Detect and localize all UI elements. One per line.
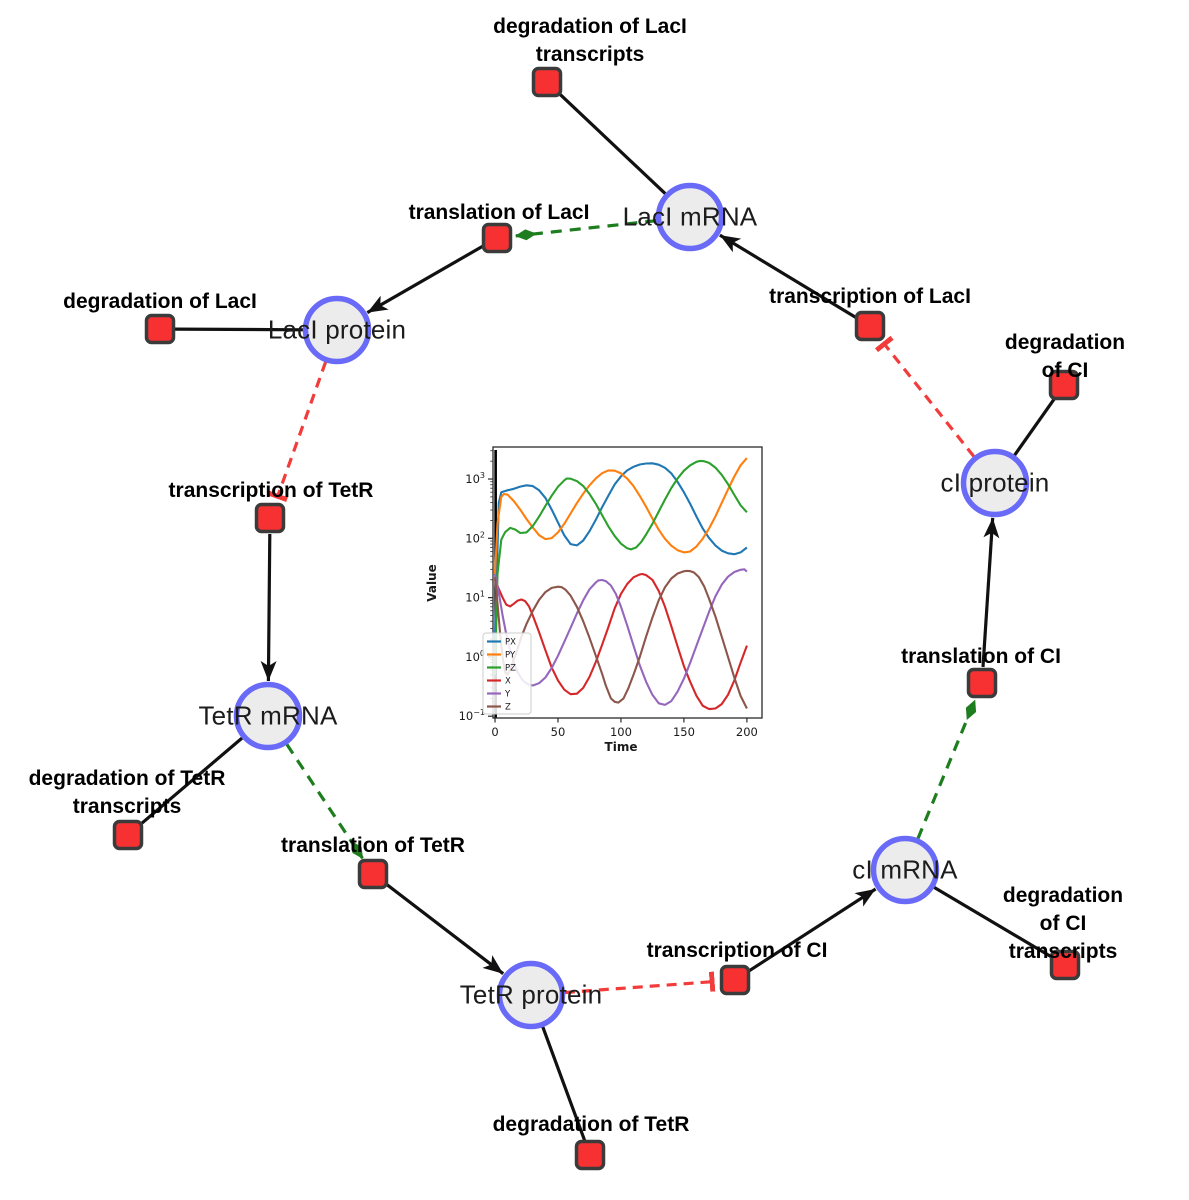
reaction-node-deg-ci[interactable] bbox=[1048, 369, 1080, 401]
y-tick-label: 102 bbox=[465, 530, 485, 545]
species-label-ci-mrna: cI mRNA bbox=[852, 854, 958, 885]
reaction-label-deg-ci: degradation of CI bbox=[1004, 331, 1126, 382]
reaction-node-deg-ci-tx[interactable] bbox=[1049, 949, 1081, 981]
species-label-laci-protein: LacI protein bbox=[267, 314, 407, 345]
edge-tetr-mrna-to-deg-tetr-tx bbox=[138, 736, 244, 827]
plot-frame bbox=[492, 446, 763, 719]
edge-ci-mrna-to-transl-ci bbox=[916, 699, 977, 840]
x-tick-label: 200 bbox=[736, 725, 758, 739]
reaction-node-deg-tetr-tx[interactable] bbox=[112, 819, 144, 851]
series-X bbox=[494, 572, 748, 711]
reaction-label-deg-laci: degradation of LacI bbox=[63, 290, 257, 313]
reaction-label-txn-tetr: transcription of TetR bbox=[168, 479, 374, 502]
species-label-tetr-mrna: TetR mRNA bbox=[198, 700, 338, 731]
species-node-tetr-protein[interactable] bbox=[496, 960, 566, 1030]
y-tick-label: 10−1 bbox=[459, 708, 485, 723]
edge-transl-tetr-to-tetr-protein bbox=[384, 882, 505, 975]
reaction-node-txn-ci[interactable] bbox=[719, 964, 751, 996]
y-tick-label: 103 bbox=[465, 471, 485, 486]
edge-txn-laci-to-laci-mrna bbox=[719, 233, 858, 320]
edge-ci-protein-to-deg-ci bbox=[1013, 396, 1057, 457]
reaction-node-txn-laci[interactable] bbox=[854, 310, 886, 342]
legend-label-Z: Z bbox=[505, 703, 511, 713]
reaction-label-txn-laci: transcription of LacI bbox=[769, 285, 971, 308]
reaction-label-txn-ci: transcription of CI bbox=[646, 939, 828, 962]
x-tick-label: 0 bbox=[491, 725, 498, 739]
reaction-label-deg-ci-tx: degradation of CI transcripts bbox=[1002, 884, 1124, 963]
y-tick-label: 100 bbox=[465, 649, 485, 664]
edge-transl-ci-to-ci-protein bbox=[981, 517, 1000, 668]
reaction-node-deg-tetr[interactable] bbox=[574, 1139, 606, 1171]
edge-laci-mrna-to-deg-laci-tx bbox=[556, 91, 667, 195]
reaction-label-deg-laci-tx: degradation of LacI transcripts bbox=[493, 15, 687, 66]
series-PY bbox=[493, 457, 748, 575]
chart-y-axis-label: Value bbox=[425, 564, 439, 602]
legend-label-Y: Y bbox=[504, 690, 511, 700]
species-node-laci-protein[interactable] bbox=[302, 295, 372, 365]
species-label-tetr-protein: TetR protein bbox=[459, 979, 603, 1010]
species-node-ci-protein[interactable] bbox=[960, 448, 1030, 518]
edge-laci-protein-to-deg-laci bbox=[174, 327, 304, 332]
reaction-label-transl-laci: translation of LacI bbox=[408, 201, 590, 224]
legend-label-X: X bbox=[505, 677, 511, 687]
edge-tetr-protein-to-txn-ci bbox=[564, 971, 716, 995]
species-node-laci-mrna[interactable] bbox=[655, 182, 725, 252]
reaction-node-deg-laci-tx[interactable] bbox=[531, 66, 563, 98]
reaction-node-transl-laci[interactable] bbox=[481, 222, 513, 254]
series-PX bbox=[493, 462, 748, 640]
species-node-ci-mrna[interactable] bbox=[870, 835, 940, 905]
reaction-node-txn-tetr[interactable] bbox=[254, 502, 286, 534]
species-node-tetr-mrna[interactable] bbox=[233, 681, 303, 751]
edge-laci-mrna-to-transl-laci bbox=[514, 219, 657, 241]
edge-ci-mrna-to-deg-ci-tx bbox=[933, 886, 1053, 959]
edge-txn-tetr-to-tetr-mrna bbox=[260, 533, 277, 682]
reaction-label-deg-tetr-tx: degradation of TetR transcripts bbox=[28, 767, 226, 818]
edge-laci-protein-to-txn-tetr bbox=[267, 361, 328, 503]
x-tick-label: 150 bbox=[673, 725, 695, 739]
reaction-node-transl-tetr[interactable] bbox=[357, 858, 389, 890]
reaction-node-deg-laci[interactable] bbox=[144, 313, 176, 345]
x-tick-label: 100 bbox=[610, 725, 632, 739]
legend-label-PY: PY bbox=[505, 651, 516, 661]
series-PZ bbox=[493, 459, 748, 675]
species-label-ci-protein: cI protein bbox=[940, 467, 1050, 498]
reaction-label-deg-tetr: degradation of TetR bbox=[492, 1113, 690, 1136]
legend: PX PY PZ XYZ bbox=[482, 632, 532, 715]
edge-tetr-protein-to-deg-tetr bbox=[541, 1026, 587, 1142]
reaction-node-transl-ci[interactable] bbox=[966, 667, 998, 699]
edge-ci-protein-to-txn-laci bbox=[874, 335, 976, 458]
reaction-label-transl-ci: translation of CI bbox=[901, 645, 1061, 668]
chart-plot: 0 50 100 150 200 10−1 100 101 102 103 PX PY PZ XYZ bbox=[459, 446, 763, 739]
legend-label-PX: PX bbox=[505, 638, 516, 648]
legend-label-PZ: PZ bbox=[505, 664, 516, 674]
x-tick-label: 50 bbox=[551, 725, 566, 739]
edge-transl-laci-to-laci-protein bbox=[366, 244, 484, 314]
edge-txn-ci-to-ci-mrna bbox=[747, 887, 877, 973]
species-label-laci-mrna: LacI mRNA bbox=[622, 201, 758, 232]
edge-tetr-mrna-to-transl-tetr bbox=[285, 743, 364, 860]
inset-chart: 0 50 100 150 200 10−1 100 101 102 103 PX PY PZ X Y Z bbox=[428, 438, 776, 760]
y-tick-label: 101 bbox=[465, 590, 485, 605]
chart-x-axis-label: Time bbox=[604, 740, 638, 754]
reaction-label-transl-tetr: translation of TetR bbox=[281, 834, 465, 857]
